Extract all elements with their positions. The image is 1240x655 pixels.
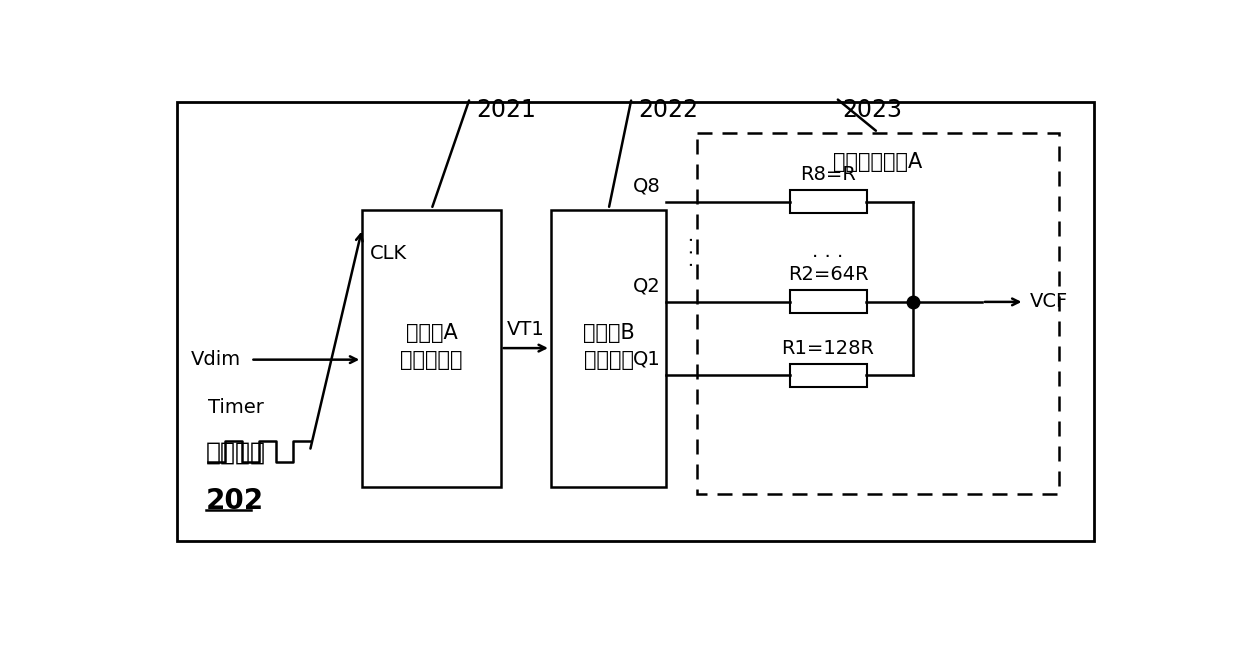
- Text: Q2: Q2: [632, 277, 660, 296]
- Text: . . .: . . .: [812, 242, 843, 261]
- Text: 计数器B: 计数器B: [583, 323, 635, 343]
- Text: 2021: 2021: [476, 98, 536, 122]
- Bar: [177, 102, 1094, 540]
- Text: Timer: Timer: [208, 398, 264, 417]
- Text: （保持）: （保持）: [584, 350, 634, 369]
- Bar: [790, 364, 867, 386]
- Text: VCF: VCF: [1029, 292, 1068, 311]
- Bar: [362, 210, 501, 487]
- Text: CLK: CLK: [370, 244, 407, 263]
- Bar: [551, 210, 666, 487]
- Text: 线性电阻网络A: 线性电阻网络A: [833, 152, 923, 172]
- Bar: [790, 190, 867, 214]
- Text: . . .: . . .: [678, 236, 697, 267]
- Text: 计数器A: 计数器A: [405, 323, 458, 343]
- Bar: [790, 290, 867, 314]
- Text: 均值电路: 均值电路: [206, 441, 265, 464]
- Bar: [697, 132, 1059, 495]
- Text: （减计数）: （减计数）: [401, 350, 463, 369]
- Text: Q1: Q1: [632, 350, 660, 369]
- Text: 2022: 2022: [637, 98, 698, 122]
- Text: 2023: 2023: [842, 98, 901, 122]
- Text: Vdim: Vdim: [191, 350, 242, 369]
- Text: Q8: Q8: [632, 177, 660, 196]
- Text: 202: 202: [206, 487, 264, 515]
- Text: VT1: VT1: [507, 320, 544, 339]
- Text: R2=64R: R2=64R: [787, 265, 868, 284]
- Text: R8=R: R8=R: [800, 165, 856, 184]
- Text: R1=128R: R1=128R: [781, 339, 874, 358]
